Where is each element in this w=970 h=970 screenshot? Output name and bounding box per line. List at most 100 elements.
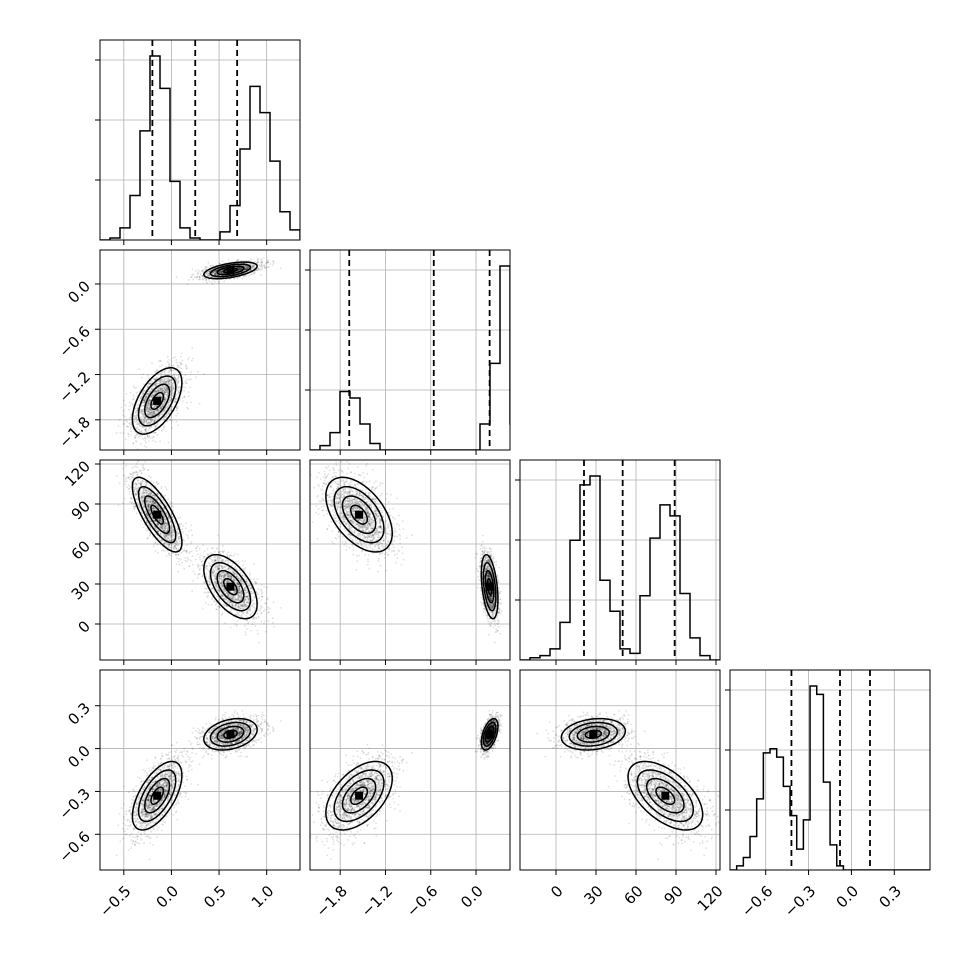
sample-point bbox=[164, 394, 166, 396]
sample-point bbox=[168, 379, 171, 381]
sample-point bbox=[224, 622, 227, 624]
sample-point bbox=[266, 259, 269, 262]
sample-point bbox=[154, 378, 157, 381]
sample-point bbox=[153, 410, 156, 413]
sample-point bbox=[146, 406, 148, 408]
sample-point bbox=[212, 568, 214, 570]
sample-point bbox=[174, 377, 177, 380]
sample-point bbox=[154, 392, 157, 395]
sample-point bbox=[133, 396, 136, 398]
sample-point bbox=[258, 268, 261, 271]
sample-point bbox=[223, 280, 226, 283]
sample-point bbox=[208, 577, 211, 580]
sample-point bbox=[136, 421, 139, 424]
sample-point bbox=[220, 271, 223, 274]
sample-point bbox=[237, 269, 240, 272]
sample-point bbox=[212, 271, 215, 274]
sample-point bbox=[239, 268, 242, 270]
sample-point bbox=[151, 413, 154, 415]
sample-point bbox=[146, 407, 149, 410]
sample-point bbox=[180, 367, 183, 370]
sample-point bbox=[175, 563, 178, 566]
sample-point bbox=[153, 383, 156, 386]
sample-point bbox=[206, 273, 209, 276]
sample-point bbox=[168, 409, 171, 412]
sample-point bbox=[157, 409, 160, 412]
sample-point bbox=[163, 398, 166, 401]
sample-point bbox=[151, 437, 153, 440]
sample-point bbox=[150, 413, 153, 416]
sample-point bbox=[163, 398, 166, 401]
sample-point bbox=[154, 417, 157, 419]
histogram-bars bbox=[100, 55, 300, 240]
sample-point bbox=[117, 425, 120, 427]
sample-point bbox=[157, 388, 160, 390]
sample-point bbox=[132, 442, 135, 445]
sample-point bbox=[162, 389, 165, 392]
sample-point bbox=[254, 625, 256, 627]
sample-point bbox=[149, 413, 152, 415]
sample-point bbox=[201, 275, 204, 277]
sample-point bbox=[199, 558, 202, 561]
sample-point bbox=[122, 409, 125, 412]
sample-point bbox=[145, 446, 148, 449]
sample-point bbox=[155, 416, 158, 419]
sample-point bbox=[125, 480, 128, 482]
sample-point bbox=[147, 408, 150, 411]
sample-point bbox=[158, 429, 160, 431]
sample-point bbox=[157, 388, 159, 391]
sample-point bbox=[257, 257, 260, 260]
sample-point bbox=[141, 420, 143, 423]
sample-point bbox=[269, 607, 272, 610]
sample-point bbox=[163, 400, 166, 403]
sample-point bbox=[236, 611, 239, 614]
sample-point bbox=[138, 368, 141, 370]
sample-point bbox=[142, 420, 145, 423]
sample-point bbox=[185, 533, 188, 536]
sample-point bbox=[140, 418, 142, 421]
sample-point bbox=[227, 561, 230, 564]
sample-point bbox=[176, 409, 178, 412]
sample-point bbox=[148, 413, 150, 416]
sample-point bbox=[139, 417, 142, 419]
sample-point bbox=[140, 410, 143, 412]
sample-point bbox=[263, 620, 266, 623]
sample-point bbox=[142, 469, 145, 472]
sample-point bbox=[166, 391, 169, 394]
sample-point bbox=[163, 409, 166, 412]
sample-point bbox=[159, 365, 161, 368]
sample-point bbox=[166, 395, 169, 398]
sample-point bbox=[150, 388, 153, 390]
sample-point bbox=[265, 266, 268, 269]
sample-point bbox=[143, 399, 146, 402]
sample-point bbox=[157, 389, 159, 392]
sample-point bbox=[138, 428, 140, 431]
sample-point bbox=[201, 278, 204, 281]
sample-point bbox=[210, 276, 213, 278]
sample-point bbox=[177, 375, 180, 378]
sample-point bbox=[233, 572, 236, 574]
sample-point bbox=[157, 415, 160, 418]
sample-point bbox=[138, 422, 141, 425]
sample-point bbox=[159, 381, 162, 384]
sample-point bbox=[244, 267, 247, 270]
sample-point bbox=[147, 418, 150, 420]
sample-point bbox=[230, 554, 233, 557]
sample-point bbox=[182, 524, 185, 527]
sample-point bbox=[176, 408, 179, 410]
sample-point bbox=[141, 415, 144, 418]
sample-point bbox=[163, 419, 166, 421]
sample-point bbox=[142, 391, 144, 394]
sample-point bbox=[156, 409, 159, 412]
sample-point bbox=[240, 595, 243, 598]
sample-point bbox=[164, 399, 167, 402]
sample-point bbox=[208, 274, 211, 277]
sample-point bbox=[145, 419, 147, 422]
sample-point bbox=[142, 404, 145, 407]
sample-point bbox=[261, 591, 263, 593]
sample-point bbox=[201, 275, 204, 278]
sample-point bbox=[151, 395, 154, 398]
sample-point bbox=[224, 581, 227, 583]
sample-point bbox=[214, 273, 217, 276]
sample-point bbox=[140, 416, 142, 419]
